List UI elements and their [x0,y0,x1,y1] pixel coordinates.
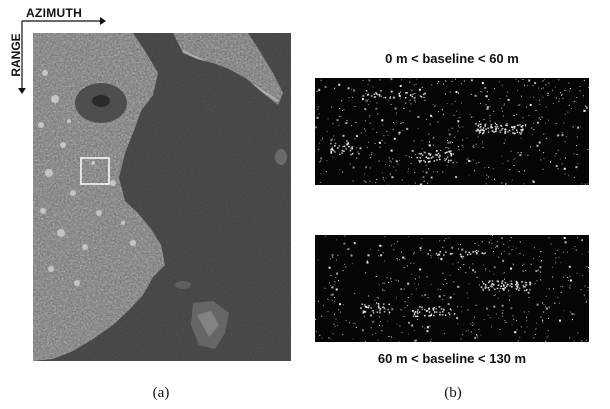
interferogram-strip-low-baseline [315,78,589,185]
speckle-map-top [315,78,589,185]
sar-image-panel [33,33,291,361]
islet [175,281,191,289]
axis-arrows [18,17,106,94]
sar-image [33,33,291,361]
area-of-interest-box [80,157,110,185]
bottom-baseline-label: 60 m < baseline < 130 m [377,351,527,366]
range-label: RANGE [9,33,23,77]
caption-b: (b) [444,385,462,401]
range-arrowhead [18,88,26,94]
interferogram-strip-high-baseline [315,235,589,342]
speckle-map-bottom [315,235,589,342]
caption-a: (a) [152,385,170,401]
azimuth-label: AZIMUTH [26,6,83,20]
azimuth-arrowhead [100,17,106,25]
islet [275,149,287,165]
top-baseline-label: 0 m < baseline < 60 m [385,51,519,66]
